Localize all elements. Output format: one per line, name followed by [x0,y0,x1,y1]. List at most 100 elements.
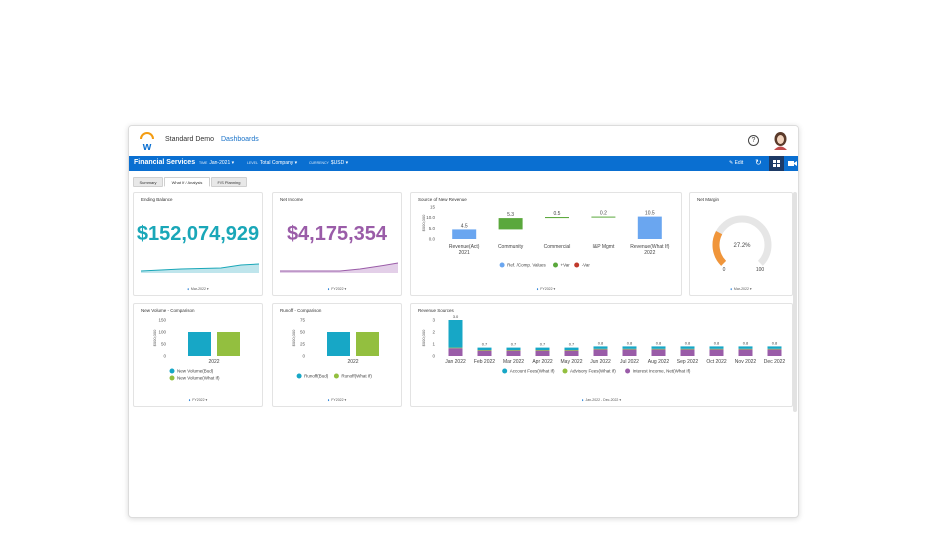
legend-swatch [625,368,631,374]
waterfall-bar [637,216,662,239]
legend-swatch [169,375,175,381]
filter-icon: ⬧ [536,287,539,291]
x-tick-label: Jan 2022 [445,359,466,365]
legend-swatch [574,262,580,268]
x-tick-label: 2021 [459,250,470,256]
filter-icon: ⬧ [327,287,330,291]
x-tick-label: Jun 2022 [590,359,611,365]
new-volume-chart: 0 50 100 150 $000,000 2022 New Volume(Bud) New … [152,318,240,381]
grid-view-button[interactable] [769,156,784,171]
stacked-bar-segment [738,348,753,350]
stacked-bar-segment [680,348,695,350]
stacked-bar-segment [709,348,724,350]
gauge-max: 100 [756,267,765,271]
stacked-bar-segment [535,350,550,351]
card-title: Ending Balance [141,197,173,202]
net-income-value: $4,175,354 [286,223,388,245]
net-margin-card: Net Margin 27.2% 0 100 ⬧ Mar-2022 ▾ [689,192,793,296]
legend-label: Account Fees(What If) [510,369,555,374]
tab-what-if-analysis[interactable]: What If / Analysis [164,177,210,187]
time-filter[interactable]: TIME Jan-2021 ▾ [199,160,235,166]
source-of-new-revenue-chart: 0.0 5.0 10.0 15 $000,000 4.5 Revenue(Act)2021 5… [421,205,670,268]
legend-swatch [296,373,302,379]
card-footer[interactable]: ⬧ Mar-2022 ▾ [187,287,209,291]
grid-icon [773,160,780,167]
x-tick-label: I&P Mgmt [592,244,614,250]
runoff-card: Runoff - Comparison 0 25 50 75 $000,000 2022 R… [272,303,402,407]
bar [356,332,379,356]
runoff-chart: 0 25 50 75 $000,000 2022 Runoff(Bud) Runoff(Wha… [291,318,379,379]
data-label: 0.7 [511,342,517,347]
y-tick-label: 50 [161,342,167,347]
stacked-bar-segment [767,348,782,350]
stacked-bar-segment [477,347,492,350]
y-tick-label: 3 [432,318,435,323]
data-label: 3.0 [453,314,459,319]
avatar[interactable] [772,131,789,150]
level-filter[interactable]: LEVEL Total Company ▾ [247,160,298,166]
data-label: 0.8 [656,340,662,345]
stacked-bar-segment [680,346,695,349]
card-footer[interactable]: ⬧ FY2022 ▾ [536,287,556,291]
y-axis-label: $000,000 [152,329,157,346]
video-icon[interactable] [788,159,797,168]
currency-filter[interactable]: CURRENCY $USD ▾ [309,160,349,166]
stacked-bar-segment [448,320,463,348]
card-footer[interactable]: ⬧ Jan-2022 - Dec-2022 ▾ [581,398,622,402]
legend-label: Ref. /Comp. Values [507,263,546,268]
stacked-bar-segment [593,348,608,350]
legend-label: New Volume(What If) [177,376,220,381]
edit-button[interactable]: ✎ Edit [729,160,744,166]
tab-fs-planning[interactable]: F/S Planning [211,177,247,187]
dashboard-title: Financial Services [134,159,196,166]
stacked-bar-segment [506,350,521,351]
tab-summary[interactable]: Summary [133,177,163,187]
x-tick-label: Revenue(What If) [630,244,670,250]
card-footer[interactable]: ⬧ Mar-2022 ▾ [730,287,752,291]
y-tick-label: 15 [430,205,436,210]
workday-logo[interactable]: w [139,131,155,151]
legend-label: +Var [561,263,571,268]
y-tick-label: 50 [300,330,306,335]
ending-balance-sparkline [141,263,259,273]
card-footer[interactable]: ⬧ FY2022 ▾ [188,398,208,402]
y-tick-label: 150 [158,318,166,323]
data-label: 0.8 [772,340,778,345]
revenue-sources-card: Revenue Sources 0 1 2 3 $000,000 3.0 Jan 2022 0… [410,303,793,407]
y-tick-label: 25 [300,342,306,347]
x-tick-label: 2022 [208,359,219,365]
app-title: Standard Demo [165,136,215,143]
data-label: 5.3 [507,212,514,218]
stacked-bar-segment [477,350,492,351]
svg-text:w: w [142,141,152,151]
stacked-bar-segment [593,346,608,349]
card-footer[interactable]: ⬧ FY2022 ▾ [327,287,347,291]
card-footer[interactable]: ⬧ FY2022 ▾ [327,398,347,402]
y-tick-label: 0 [163,354,166,359]
x-tick-label: Dec 2022 [764,359,786,365]
dashboards-link[interactable]: Dashboards [221,136,259,143]
refresh-icon[interactable]: ↻ [755,158,762,167]
x-tick-label: Apr 2022 [532,359,553,365]
y-tick-label: 5.0 [429,226,436,231]
y-axis-label: $000,000 [421,329,426,346]
help-icon[interactable]: ? [748,135,759,146]
legend-label: Interest Income, Net(What If) [633,369,691,374]
y-tick-label: 75 [300,318,306,323]
ending-balance-card: Ending Balance $152,074,929 ⬧ Mar-2022 ▾ [133,192,263,296]
gauge-track [712,215,772,266]
card-title: Runoff - Comparison [280,308,322,313]
stacked-bar-segment [535,350,550,356]
stacked-bar-segment [448,348,463,356]
stacked-bar-segment [448,347,463,349]
x-tick-label: Community [498,244,524,250]
pencil-icon: ✎ [729,160,734,166]
stacked-bar-segment [477,350,492,356]
x-tick-label: 2022 [644,250,655,256]
ending-balance-value: $152,074,929 [136,223,260,245]
stacked-bar-segment [564,350,579,356]
data-label: 0.7 [482,342,488,347]
legend-label: -Var [582,263,591,268]
scrollbar[interactable] [793,192,797,412]
y-tick-label: 0 [432,354,435,359]
